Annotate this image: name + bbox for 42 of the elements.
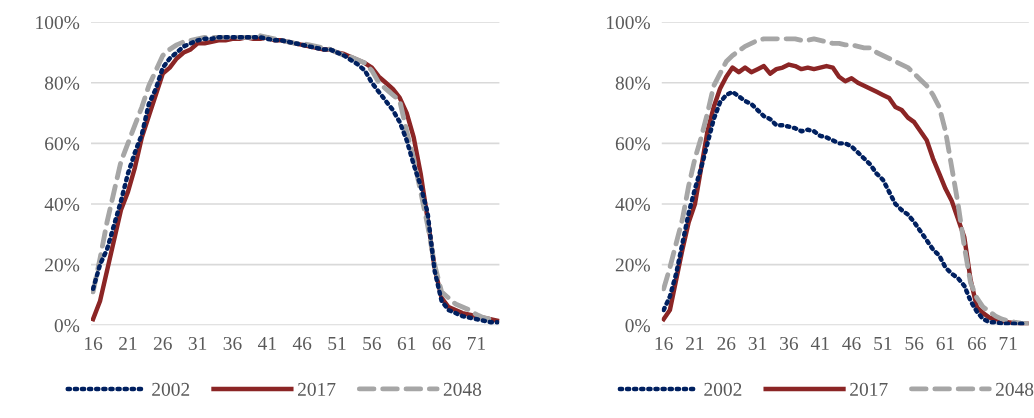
x-tick-label: 21 [686,336,704,350]
x-tick-label: 71 [999,336,1017,350]
y-tick-label: 20% [45,258,80,272]
x-tick-label: 26 [717,336,736,350]
y-tick-label: 60% [45,137,80,151]
x-tick-label: 46 [292,336,312,350]
x-tick-label: 36 [780,336,799,350]
x-tick-label: 61 [397,336,416,350]
x-tick-label: 41 [810,336,829,350]
legend-label: 2002 [704,382,742,396]
x-tick-label: 26 [153,336,172,350]
x-tick-label: 56 [363,336,382,350]
legend-label: 2048 [443,382,482,396]
x-tick-label: 61 [936,336,955,350]
legend-label: 2002 [152,382,190,396]
y-tick-label: 100% [36,15,80,30]
x-tick-label: 51 [328,336,346,350]
x-tick-label: 66 [432,336,451,350]
x-tick-label: 66 [967,336,986,350]
x-tick-label: 71 [467,336,485,350]
x-tick-label: 36 [223,336,242,350]
y-tick-label: 80% [615,76,650,90]
x-tick-label: 31 [748,336,767,350]
y-tick-label: 0% [625,319,650,333]
legend-label: 2048 [995,382,1034,396]
x-tick-label: 16 [655,336,673,350]
x-tick-label: 31 [188,336,207,350]
y-tick-label: 100% [607,15,650,30]
x-tick-label: 46 [842,336,861,350]
x-tick-label: 16 [85,336,103,350]
y-tick-label: 40% [615,197,650,211]
y-tick-label: 20% [615,258,650,272]
x-tick-label: 56 [905,336,924,350]
legend-label: 2017 [850,382,888,396]
y-tick-label: 0% [54,319,80,333]
x-tick-label: 51 [874,336,892,350]
y-tick-label: 40% [44,197,80,211]
y-tick-label: 80% [44,76,80,90]
y-tick-label: 60% [615,137,650,151]
x-tick-label: 41 [257,336,276,350]
legend-label: 2017 [298,382,336,396]
x-tick-label: 21 [119,336,137,350]
